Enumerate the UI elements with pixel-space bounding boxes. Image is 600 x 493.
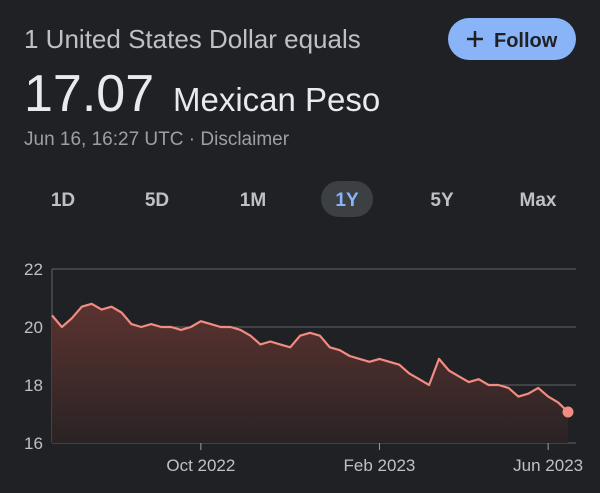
tab[interactable]: 5D bbox=[145, 190, 169, 211]
time: Jun 16, 16:27 UTC bbox=[24, 129, 183, 150]
title: 1 United States Dollar equals bbox=[24, 24, 361, 54]
timestamp: Jun 16, 16:27 UTC · Disclaimer bbox=[24, 129, 290, 150]
y-tick-label: 20 bbox=[24, 318, 43, 337]
tab-selected-bg[interactable] bbox=[321, 181, 373, 217]
line bbox=[51, 302, 569, 413]
y-tick-label: 16 bbox=[24, 434, 43, 453]
y-tick-label: 18 bbox=[24, 376, 43, 395]
separator: · bbox=[189, 129, 195, 150]
area bbox=[52, 303, 568, 443]
tab[interactable]: 1Y bbox=[335, 190, 359, 211]
tab[interactable]: 1M bbox=[240, 190, 266, 211]
tab[interactable]: 5Y bbox=[430, 190, 454, 211]
disclaimer[interactable]: Disclaimer bbox=[200, 129, 289, 150]
follow-button[interactable]: Follow bbox=[448, 18, 576, 60]
price: 17.07 bbox=[24, 65, 154, 123]
last-point bbox=[562, 406, 574, 418]
currency: Mexican Peso bbox=[173, 81, 380, 118]
range-tabs: 1D 5D 1M 1Y 5Y Max bbox=[51, 181, 557, 217]
follow-label[interactable]: Follow bbox=[494, 30, 558, 52]
chart: 16 18 20 22 Oct 2022 Feb 2023 Jun 2023 bbox=[24, 260, 583, 475]
follow-bg[interactable] bbox=[448, 18, 576, 60]
tab[interactable]: Max bbox=[520, 190, 557, 211]
x-tick-label: Oct 2022 bbox=[166, 456, 235, 475]
y-tick-label: 22 bbox=[24, 260, 43, 279]
plus-icon[interactable] bbox=[467, 31, 483, 47]
x-tick-label: Feb 2023 bbox=[344, 456, 416, 475]
x-tick-label: Jun 2023 bbox=[513, 456, 583, 475]
tab[interactable]: 1D bbox=[51, 190, 75, 211]
